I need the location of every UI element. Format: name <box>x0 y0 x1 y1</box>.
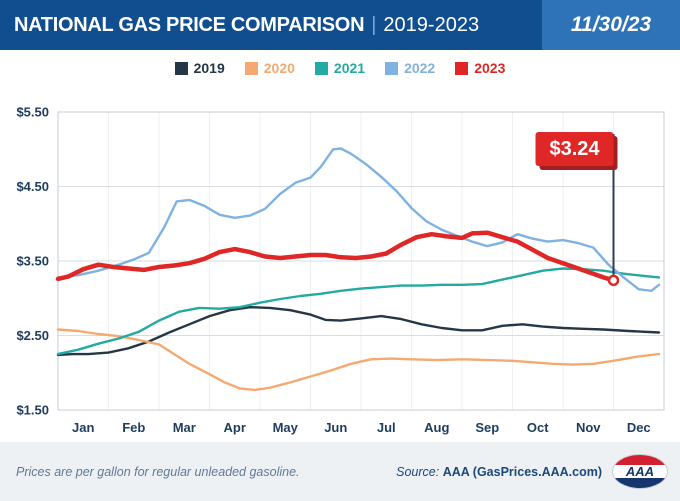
y-axis-label: $1.50 <box>16 403 49 418</box>
legend-swatch <box>244 61 258 75</box>
series-line-2021 <box>56 267 661 356</box>
series-line-2022 <box>56 147 661 293</box>
legend-label: 2019 <box>193 60 225 76</box>
endpoint-dot <box>607 274 620 287</box>
logo-text: AAA <box>613 464 667 479</box>
footer-source-area: Source: AAA (GasPrices.AAA.com) AAA <box>396 454 668 489</box>
x-axis-label: Apr <box>224 420 246 435</box>
x-axis-label: Jan <box>72 420 94 435</box>
legend-item-2022: 2022 <box>385 60 435 76</box>
x-axis-label: Feb <box>122 420 145 435</box>
legend-swatch <box>174 61 188 75</box>
legend-swatch <box>385 61 399 75</box>
source-value: AAA (GasPrices.AAA.com) <box>442 464 602 479</box>
legend-label: 2021 <box>333 60 366 76</box>
legend-label: 2020 <box>263 60 295 76</box>
x-axis-label: Dec <box>627 420 651 435</box>
x-axis-label: Mar <box>173 420 196 435</box>
price-flag <box>535 132 614 166</box>
logo-blue-band <box>613 478 667 488</box>
legend-swatch <box>455 61 469 75</box>
y-axis-label: $4.50 <box>16 179 49 194</box>
page-title: NATIONAL GAS PRICE COMPARISON <box>14 13 365 36</box>
aaa-logo: AAA <box>612 454 668 489</box>
x-axis-label: Sep <box>475 420 499 435</box>
legend-item-2019: 2019 <box>174 60 225 76</box>
legend-item-2021: 2021 <box>314 60 366 76</box>
header-title-area: NATIONAL GAS PRICE COMPARISON | 2019-202… <box>0 0 542 50</box>
title-years: 2019-2023 <box>383 13 480 36</box>
series-line-2020 <box>56 328 661 392</box>
y-axis-label: $5.50 <box>16 105 49 120</box>
legend-item-2023: 2023 <box>455 60 505 76</box>
logo-red-band <box>613 455 667 465</box>
chart-legend: 2019 2020 2021 2022 2023 <box>0 50 680 86</box>
x-axis-label: Jul <box>377 420 396 435</box>
x-axis-label: Aug <box>424 420 449 435</box>
legend-label: 2022 <box>404 60 436 76</box>
footnote: Prices are per gallon for regular unlead… <box>16 464 300 479</box>
legend-label: 2023 <box>474 60 506 76</box>
title-divider: | <box>371 13 377 36</box>
x-axis-label: Nov <box>576 420 601 435</box>
x-axis-label: Jun <box>324 420 347 435</box>
x-axis-label: May <box>273 420 299 435</box>
y-axis-label: $2.50 <box>16 328 49 343</box>
legend-item-2020: 2020 <box>244 60 295 76</box>
source-text: Source: AAA (GasPrices.AAA.com) <box>396 465 602 479</box>
gas-price-chart: $5.50 $4.50 $3.50 $2.50 $1.50 Jan Feb Mar Apr May… <box>16 105 665 435</box>
date-badge: 11/30/23 <box>542 0 680 50</box>
footer-bar: Prices are per gallon for regular unlead… <box>0 442 680 501</box>
price-flag-label: $3.24 <box>549 138 600 160</box>
y-axis-label: $3.50 <box>16 254 49 269</box>
series-line-2019 <box>56 305 661 357</box>
x-axis-label: Oct <box>527 420 549 435</box>
legend-swatch <box>314 61 328 75</box>
header-bar: NATIONAL GAS PRICE COMPARISON | 2019-202… <box>0 0 680 50</box>
series-line-2023 <box>55 230 616 283</box>
source-label: Source: <box>396 464 440 479</box>
plot-border <box>57 111 665 411</box>
